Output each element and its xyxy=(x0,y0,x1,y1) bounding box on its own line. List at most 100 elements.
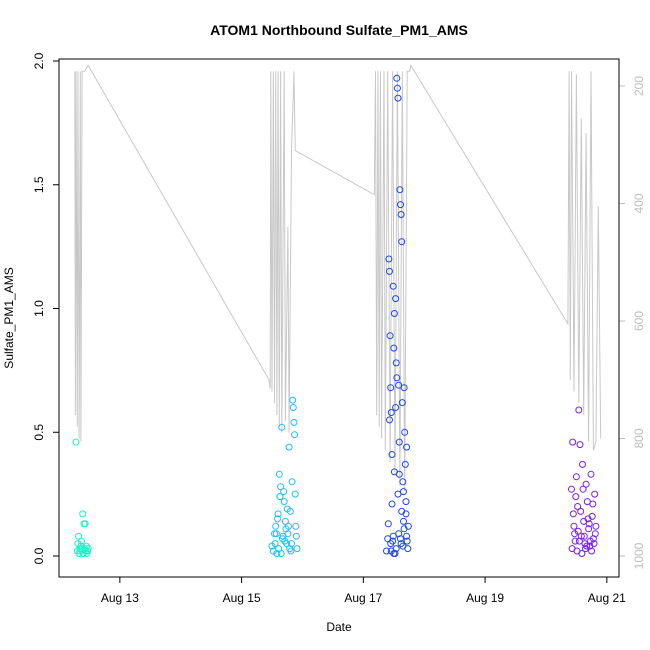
data-point xyxy=(571,537,579,545)
data-point xyxy=(292,522,300,530)
data-point xyxy=(84,545,92,553)
data-point xyxy=(392,404,400,411)
data-point xyxy=(587,470,595,478)
data-point xyxy=(273,550,281,557)
data-point xyxy=(398,238,406,246)
x-tick-label: Aug 15 xyxy=(223,591,261,605)
data-point xyxy=(578,550,586,557)
data-point xyxy=(393,74,401,82)
data-point xyxy=(81,520,89,528)
x-tick-label: Aug 17 xyxy=(344,591,382,605)
data-point xyxy=(290,418,298,426)
data-point xyxy=(287,547,295,555)
data-point xyxy=(393,84,401,92)
y2-tick-label: 400 xyxy=(632,193,646,213)
y2-tick-label: 1000 xyxy=(632,542,646,569)
data-point xyxy=(394,490,402,498)
data-point xyxy=(285,443,293,451)
x-tick-label: Aug 19 xyxy=(466,591,504,605)
data-point xyxy=(570,522,578,530)
data-point xyxy=(392,295,400,303)
data-point xyxy=(278,535,286,543)
data-point xyxy=(588,547,596,555)
data-point xyxy=(283,505,291,513)
data-point xyxy=(400,384,408,392)
data-point xyxy=(592,522,600,530)
data-point xyxy=(72,438,80,446)
data-point xyxy=(280,488,288,496)
data-point xyxy=(398,507,406,515)
data-point xyxy=(75,532,82,540)
y2-tick-label: 800 xyxy=(632,428,646,448)
data-point xyxy=(291,431,299,439)
data-point xyxy=(403,537,411,545)
data-point xyxy=(390,344,398,352)
data-point xyxy=(398,399,406,407)
data-point xyxy=(388,500,396,508)
data-point xyxy=(397,535,404,543)
y-tick-label: 1.5 xyxy=(32,176,46,193)
data-point xyxy=(568,485,575,493)
axes-layer: Aug 13 Aug 15 Aug 17 Aug 19 Aug 21 0.0 0.5 1.0 1… xyxy=(32,52,646,605)
data-point xyxy=(387,409,395,416)
data-point xyxy=(383,547,390,555)
data-point xyxy=(591,530,599,538)
data-point xyxy=(78,537,85,545)
data-point xyxy=(387,540,395,548)
data-point xyxy=(390,310,398,317)
data-point xyxy=(574,527,582,535)
data-point xyxy=(589,500,597,508)
data-point xyxy=(278,423,286,431)
data-point xyxy=(576,441,584,449)
data-point xyxy=(79,510,87,518)
y2-tick-label: 200 xyxy=(632,76,646,96)
data-point xyxy=(582,545,589,553)
y-axis-label: Sulfate_PM1_AMS xyxy=(2,267,16,368)
data-point xyxy=(397,201,404,209)
data-point xyxy=(582,480,590,488)
data-point xyxy=(575,406,583,414)
data-point xyxy=(285,522,292,530)
data-point xyxy=(272,522,280,530)
data-point xyxy=(277,483,285,491)
data-point xyxy=(585,525,593,533)
data-point xyxy=(591,490,599,498)
data-point xyxy=(385,255,393,263)
data-point xyxy=(572,473,580,481)
data-point xyxy=(388,451,396,458)
y2-tick-label: 600 xyxy=(632,311,646,331)
data-point xyxy=(574,503,582,510)
data-point xyxy=(292,532,300,540)
data-point xyxy=(584,515,592,523)
data-point xyxy=(579,460,586,468)
x-tick-label: Aug 21 xyxy=(588,591,626,605)
y-tick-label: 1.0 xyxy=(32,300,46,317)
data-point xyxy=(386,332,394,340)
data-point xyxy=(397,211,405,218)
y-tick-label: 2.0 xyxy=(32,52,46,69)
data-point xyxy=(384,520,392,528)
data-point xyxy=(580,532,588,540)
data-point xyxy=(401,460,409,468)
data-point xyxy=(289,404,297,411)
data-point xyxy=(389,532,397,540)
y-tick-label: 0.0 xyxy=(32,547,46,564)
data-point xyxy=(572,493,580,501)
data-point xyxy=(289,396,297,404)
data-point xyxy=(392,359,400,367)
data-point xyxy=(575,537,583,545)
data-point xyxy=(387,384,395,392)
data-point xyxy=(281,537,289,545)
data-point xyxy=(389,282,397,290)
data-point xyxy=(579,485,587,493)
data-point xyxy=(396,186,404,194)
data-point xyxy=(569,510,577,518)
data-point xyxy=(586,537,594,545)
data-point xyxy=(274,510,282,518)
plot-frame xyxy=(58,58,620,578)
data-point xyxy=(569,438,577,446)
data-point xyxy=(400,517,407,525)
data-point xyxy=(291,490,299,498)
secondary-line-layer xyxy=(74,64,602,492)
data-point xyxy=(271,540,279,548)
